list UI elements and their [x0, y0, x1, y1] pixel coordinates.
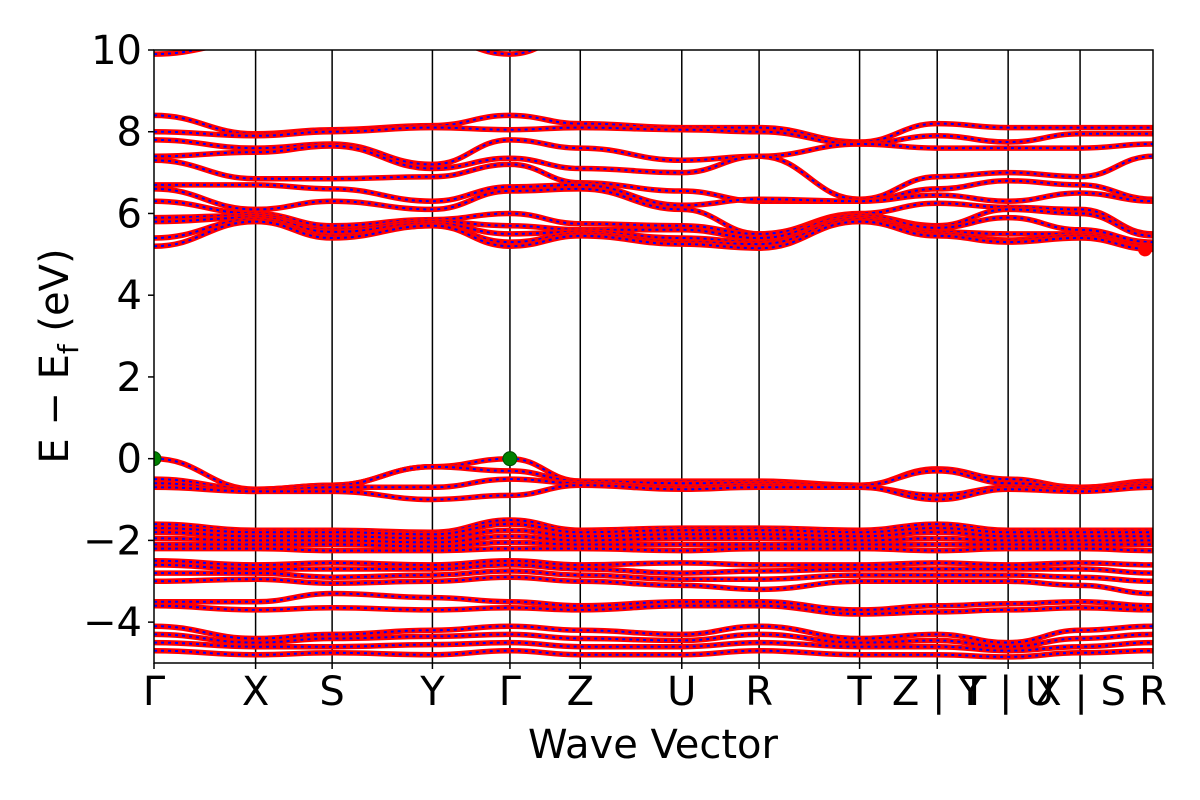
- band-8-spin-down: [154, 200, 1153, 237]
- vbm-marker-1: [502, 451, 518, 467]
- y-axis-title-main: E − E: [32, 354, 78, 464]
- x-tick-label-10: T | U: [961, 669, 1055, 715]
- band-31-spin-up: [154, 639, 1153, 654]
- band-5-spin-down: [154, 159, 1153, 203]
- plot-frame: [153, 49, 1154, 664]
- x-tick-label-12: R: [1139, 669, 1167, 715]
- band-16-spin-up: [154, 482, 1153, 503]
- band-32-spin-up: [154, 647, 1153, 660]
- x-tick-label-9: Z | Y: [892, 669, 983, 715]
- band-4-spin-down: [154, 144, 1153, 201]
- x-tick-label-3: Y: [419, 669, 445, 715]
- band-21-spin-up: [154, 539, 1153, 550]
- band-23-spin-up: [154, 558, 1153, 568]
- band-lines: [154, 50, 1153, 660]
- x-tick-label-8: T: [846, 669, 872, 715]
- y-tick-label-5: 6: [117, 191, 142, 237]
- band-28-spin-up: [154, 603, 1153, 617]
- band-6-spin-down: [154, 183, 1153, 207]
- band-10-spin-down: [154, 216, 1153, 248]
- y-tick-label-7: 10: [91, 28, 142, 74]
- x-tick-label-11: X | S: [1034, 669, 1126, 715]
- band-19-spin-down: [154, 529, 1153, 540]
- band-24-spin-up: [154, 562, 1153, 576]
- x-tick-label-1: X: [242, 669, 269, 715]
- band-26-spin-up: [154, 574, 1153, 597]
- y-axis-title-unit: (eV): [32, 248, 78, 344]
- y-tick-label-1: −2: [83, 518, 142, 564]
- band-22-spin-up: [154, 545, 1153, 554]
- x-tick-label-0: Γ: [143, 669, 166, 715]
- band-18-spin-down: [154, 523, 1153, 536]
- x-axis-title: Wave Vector: [528, 722, 779, 768]
- y-tick-label-6: 8: [117, 110, 142, 156]
- y-axis-title: E − Ef (eV): [32, 248, 85, 463]
- x-tick-label-4: Γ: [499, 669, 522, 715]
- band-20-spin-up: [154, 533, 1153, 546]
- band-12-spin-down: [154, 220, 1153, 251]
- y-tick-label-2: 0: [117, 437, 142, 483]
- y-tick-label-3: 2: [117, 355, 142, 401]
- x-tick-label-5: Z: [567, 669, 594, 715]
- cbm-marker: [1138, 242, 1153, 257]
- vbm-marker-0: [154, 451, 162, 467]
- band-2-spin-up: [154, 124, 1153, 147]
- band-3-spin-down: [154, 138, 1153, 166]
- y-tick-label-0: −4: [83, 600, 142, 646]
- y-axis-ticks: −4 −2 0 2 4 6 8 10: [83, 28, 154, 646]
- x-tick-label-6: U: [667, 669, 696, 715]
- x-tick-label-2: S: [319, 669, 344, 715]
- extrema-markers: [154, 242, 1153, 467]
- band-30-spin-up: [154, 631, 1153, 650]
- band-14-spin-down: [154, 465, 1153, 491]
- x-tick-label-7: R: [745, 669, 773, 715]
- band-29-spin-down: [154, 625, 1153, 644]
- y-tick-label-4: 4: [117, 273, 142, 319]
- y-axis-title-sub: f: [52, 343, 85, 354]
- band-25-spin-up: [154, 568, 1153, 585]
- band-27-spin-up: [154, 590, 1153, 613]
